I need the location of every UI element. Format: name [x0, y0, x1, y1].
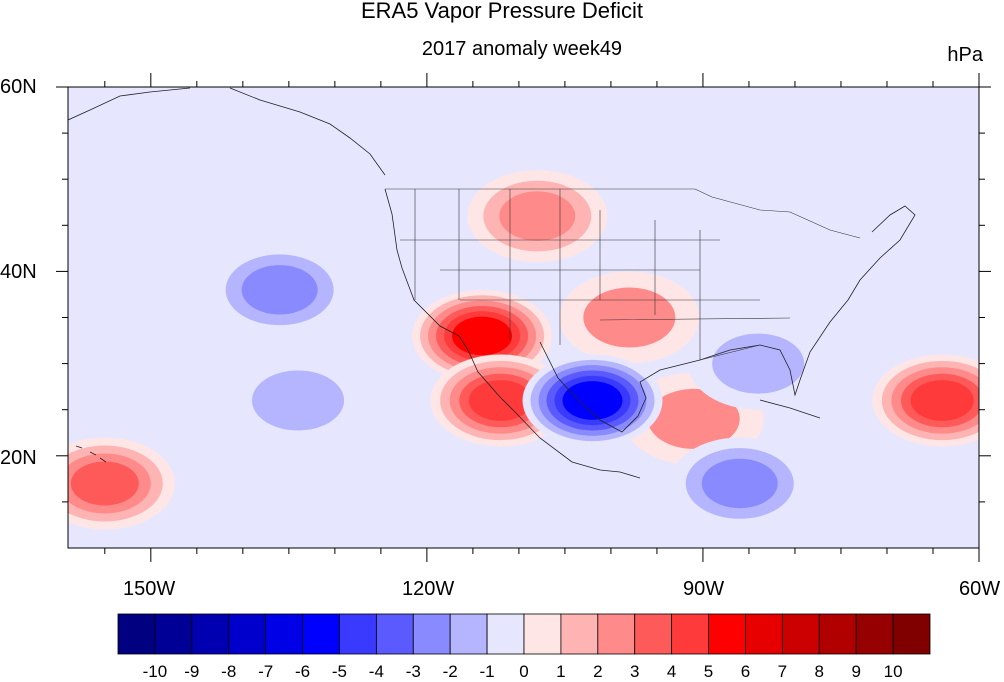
colorbar-swatch: [523, 613, 562, 655]
colorbar-tick-label: -8: [221, 662, 237, 681]
anomaly-contour-southeast-us: [712, 333, 805, 394]
colorbar-swatch: [818, 613, 857, 655]
anomaly-contour-central-pacific: [241, 265, 318, 315]
anomaly-contour-central-america: [701, 458, 778, 509]
colorbar-swatch: [560, 613, 599, 655]
anomaly-contour-south-central-plains: [583, 287, 676, 348]
anomaly-contour-gulf-of-mexico: [647, 388, 740, 449]
colorbar-tick-label: 1: [556, 662, 566, 681]
colorbar-tick-label: -9: [184, 662, 200, 681]
colorbar-tick-label: -10: [142, 662, 168, 681]
colorbar-swatch: [634, 613, 673, 655]
colorbar-swatch: [339, 613, 377, 655]
colorbar-tick-label: -2: [442, 662, 458, 681]
lon-label-60w: 60W: [959, 578, 1001, 600]
colorbar-swatch: [191, 613, 230, 655]
colorbar-tick-label: 10: [883, 662, 903, 681]
colorbar-tick-label: -3: [405, 662, 421, 681]
hawaii-islands: [75, 445, 107, 463]
colorbar-swatch: [745, 613, 783, 655]
colorbar-swatch: [892, 613, 931, 655]
colorbar-tick-label: 5: [703, 662, 714, 681]
colorbar-swatch: [855, 613, 894, 655]
state-borders: [385, 188, 861, 361]
lat-label-60n: 60N: [0, 76, 37, 98]
colorbar-swatch: [117, 613, 156, 655]
colorbar-swatch: [449, 613, 488, 655]
colorbar-swatch: [412, 613, 451, 655]
colorbar-tick-label: 0: [519, 662, 529, 681]
colorbar-swatch: [486, 613, 525, 655]
axis-ticks: [56, 73, 991, 562]
colorbar-tick-label: -1: [479, 662, 495, 681]
lon-label-90w: 90W: [683, 578, 725, 600]
lat-label-40n: 40N: [0, 261, 37, 283]
colorbar-tick-label: -7: [258, 662, 274, 681]
colorbar-swatch: [375, 613, 414, 655]
colorbar-swatch: [597, 613, 636, 655]
anomaly-contour-hawaii-region: [70, 461, 139, 506]
lon-label-120w: 120W: [402, 578, 455, 600]
anomaly-contour-mexico-highlands: [562, 381, 623, 420]
colorbar-tick-label: 4: [666, 662, 677, 681]
map-subtitle: 2017 anomaly week49: [421, 38, 623, 60]
colorbar-tick-label: 3: [629, 662, 640, 681]
colorbar-swatch: [302, 613, 340, 655]
anomaly-field: [68, 87, 979, 548]
colorbar-tick-label: 7: [777, 662, 788, 681]
anomaly-contour-east-pacific: [252, 370, 345, 431]
colorbar-tick-label: -5: [331, 662, 348, 681]
lat-label-20n: 20N: [0, 447, 37, 469]
anomaly-contour-atlantic-subtropics: [910, 380, 974, 421]
map-title: ERA5 Vapor Pressure Deficit: [360, 0, 644, 23]
lon-label-150w: 150W: [123, 578, 176, 600]
coastlines: [68, 87, 916, 479]
alaska-coastline: [68, 87, 386, 176]
colorbar-tick-label: -6: [294, 662, 311, 681]
colorbar-swatch: [265, 613, 303, 655]
cuba-coastline: [759, 399, 821, 419]
anomaly-contour-baja-california: [468, 380, 533, 421]
colorbar-swatch: [154, 613, 193, 655]
colorbar-swatch: [228, 613, 267, 655]
colorbar-tick-label: 2: [593, 662, 603, 681]
colorbar-swatch: [708, 613, 746, 655]
colorbar-tick-label: 6: [740, 662, 751, 681]
units-label: hPa: [947, 44, 983, 66]
north-america-coastline: [384, 188, 916, 479]
colorbar-tick-label: 8: [814, 662, 824, 681]
anomaly-contour-northern-plains: [499, 191, 576, 241]
colorbar-swatch: [671, 613, 709, 655]
colorbar-tick-label: 9: [851, 662, 861, 681]
colorbar: [117, 613, 931, 655]
colorbar-tick-label: -4: [368, 662, 384, 681]
anomaly-contour-southwest-ridge: [452, 316, 513, 356]
colorbar-swatch: [781, 613, 820, 655]
